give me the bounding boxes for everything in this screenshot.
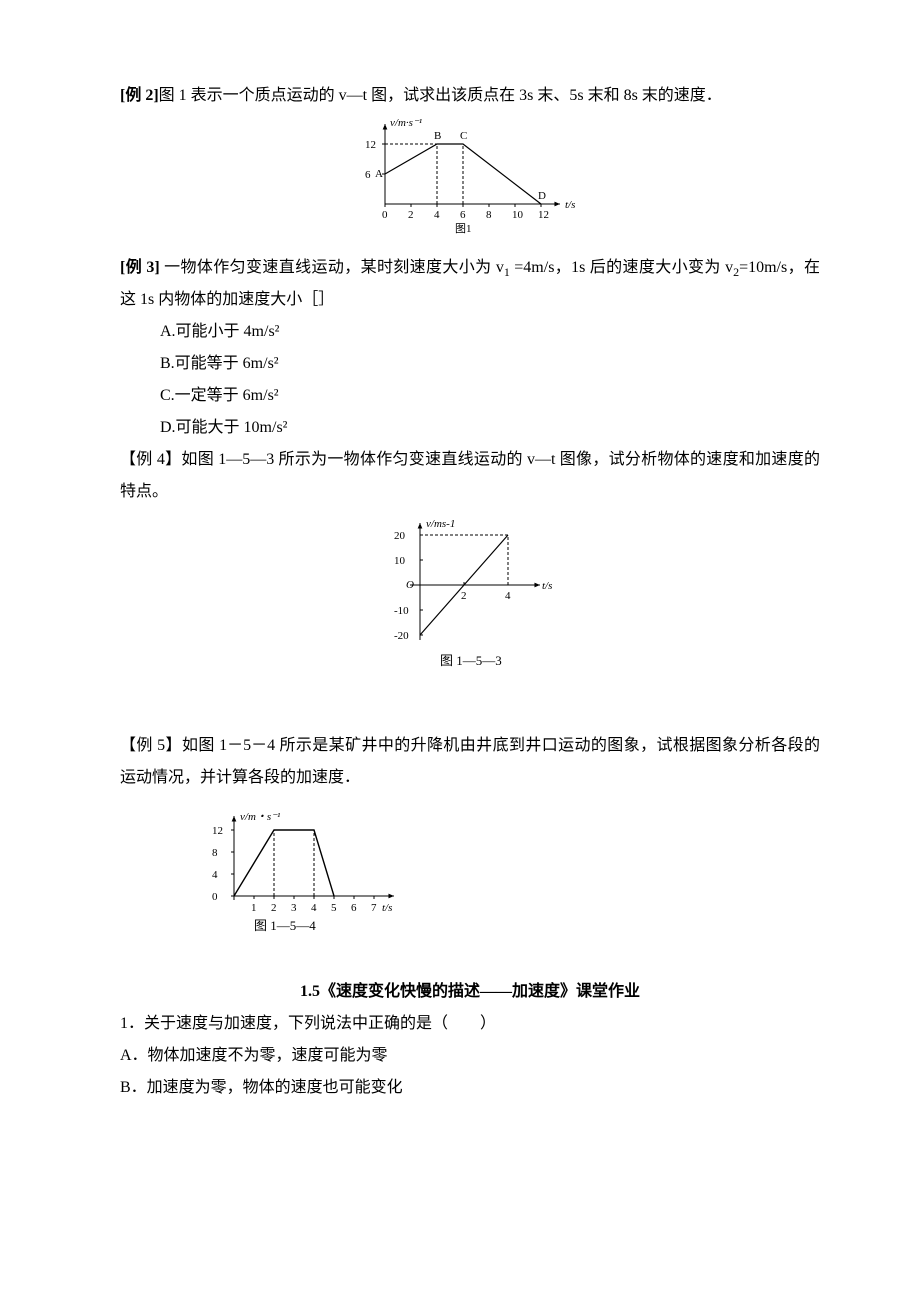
hw-opt-a: A．物体加速度不为零，速度可能为零: [120, 1040, 820, 1072]
svg-text:6: 6: [351, 902, 357, 914]
ex3-opt-c: C.一定等于 6m/s²: [160, 380, 820, 412]
svg-text:4: 4: [212, 869, 218, 881]
ex3-opt-b: B.可能等于 6m/s²: [160, 348, 820, 380]
svg-text:4: 4: [434, 209, 440, 221]
svg-text:12: 12: [212, 825, 223, 837]
ex5-figure: v/m・s⁻¹t/s123456704812图 1—5—4: [200, 796, 820, 958]
svg-text:8: 8: [486, 209, 492, 221]
svg-text:12: 12: [365, 139, 376, 151]
svg-text:8: 8: [212, 847, 218, 859]
hw-q1: 1．关于速度与加速度，下列说法中正确的是（ ）: [120, 1008, 820, 1040]
svg-text:D: D: [538, 190, 546, 202]
svg-text:B: B: [434, 130, 441, 142]
svg-text:2: 2: [461, 590, 467, 602]
ex3-t1: 一物体作匀变速直线运动，某时刻速度大小为 v: [160, 259, 504, 276]
svg-text:O: O: [406, 579, 414, 591]
svg-text:7: 7: [371, 902, 377, 914]
svg-text:0: 0: [382, 209, 388, 221]
svg-text:v/m·s⁻¹: v/m·s⁻¹: [390, 117, 422, 129]
vt-graph-1-icon: v/m·s⁻¹ t/s 0 2 4 6 8 10 12 6 12 A B C D 图1: [355, 114, 585, 234]
ex5-label: 【例 5】: [120, 737, 182, 754]
ex3-label: [例 3]: [120, 259, 160, 276]
svg-text:2: 2: [408, 209, 414, 221]
svg-text:12: 12: [538, 209, 549, 221]
ex2-text: 图 1 表示一个质点运动的 v—t 图，试求出该质点在 3s 末、5s 末和 8…: [159, 87, 722, 104]
ex2-figure: v/m·s⁻¹ t/s 0 2 4 6 8 10 12 6 12 A B C D 图1: [120, 114, 820, 246]
ex2-label: [例 2]: [120, 87, 159, 104]
svg-text:10: 10: [512, 209, 524, 221]
svg-text:20: 20: [394, 530, 406, 542]
hw-title: 1.5《速度变化快慢的描述——加速度》课堂作业: [120, 976, 820, 1008]
svg-text:-10: -10: [394, 605, 409, 617]
ex3-opt-d: D.可能大于 10m/s²: [160, 412, 820, 444]
svg-text:图 1—5—4: 图 1—5—4: [254, 918, 316, 933]
svg-text:4: 4: [311, 902, 317, 914]
svg-text:1: 1: [251, 902, 257, 914]
svg-text:t/s: t/s: [382, 902, 392, 914]
hw-opt-b: B．加速度为零，物体的速度也可能变化: [120, 1072, 820, 1104]
svg-text:0: 0: [212, 891, 218, 903]
ex2-line: [例 2]图 1 表示一个质点运动的 v—t 图，试求出该质点在 3s 末、5s…: [120, 80, 820, 112]
ex4-text: 如图 1—5—3 所示为一物体作匀变速直线运动的 v—t 图像，试分析物体的速度…: [120, 451, 820, 500]
vt-graph-3-icon: v/m・s⁻¹t/s123456704812图 1—5—4: [200, 796, 420, 946]
svg-text:图1: 图1: [455, 222, 472, 234]
svg-text:A: A: [375, 168, 383, 180]
svg-text:4: 4: [505, 590, 511, 602]
svg-text:t/s: t/s: [542, 580, 552, 592]
ex3-opt-a: A.可能小于 4m/s²: [160, 316, 820, 348]
svg-text:C: C: [460, 130, 467, 142]
ex3-line: [例 3] 一物体作匀变速直线运动，某时刻速度大小为 v1 =4m/s，1s 后…: [120, 252, 820, 316]
svg-text:3: 3: [291, 902, 297, 914]
ex4-figure: v/ms-1 t/s O 2 4 20 10 -10 -20 图 1—5—3: [120, 510, 820, 692]
svg-text:6: 6: [365, 169, 371, 181]
svg-text:5: 5: [331, 902, 337, 914]
svg-text:图 1—5—3: 图 1—5—3: [440, 653, 502, 668]
svg-text:2: 2: [271, 902, 277, 914]
svg-text:t/s: t/s: [565, 199, 575, 211]
svg-text:-20: -20: [394, 630, 409, 642]
ex5-line: 【例 5】如图 1－5－4 所示是某矿井中的升降机由井底到井口运动的图象，试根据…: [120, 730, 820, 794]
svg-text:v/m・s⁻¹: v/m・s⁻¹: [240, 811, 280, 823]
svg-text:v/ms-1: v/ms-1: [426, 518, 455, 530]
ex4-line: 【例 4】如图 1—5—3 所示为一物体作匀变速直线运动的 v—t 图像，试分析…: [120, 444, 820, 508]
ex4-label: 【例 4】: [120, 451, 181, 468]
ex5-text: 如图 1－5－4 所示是某矿井中的升降机由井底到井口运动的图象，试根据图象分析各…: [120, 737, 820, 786]
svg-text:10: 10: [394, 555, 406, 567]
svg-text:6: 6: [460, 209, 466, 221]
ex3-t2: =4m/s，1s 后的速度大小变为 v: [510, 259, 733, 276]
vt-graph-2-icon: v/ms-1 t/s O 2 4 20 10 -10 -20 图 1—5—3: [370, 510, 570, 680]
